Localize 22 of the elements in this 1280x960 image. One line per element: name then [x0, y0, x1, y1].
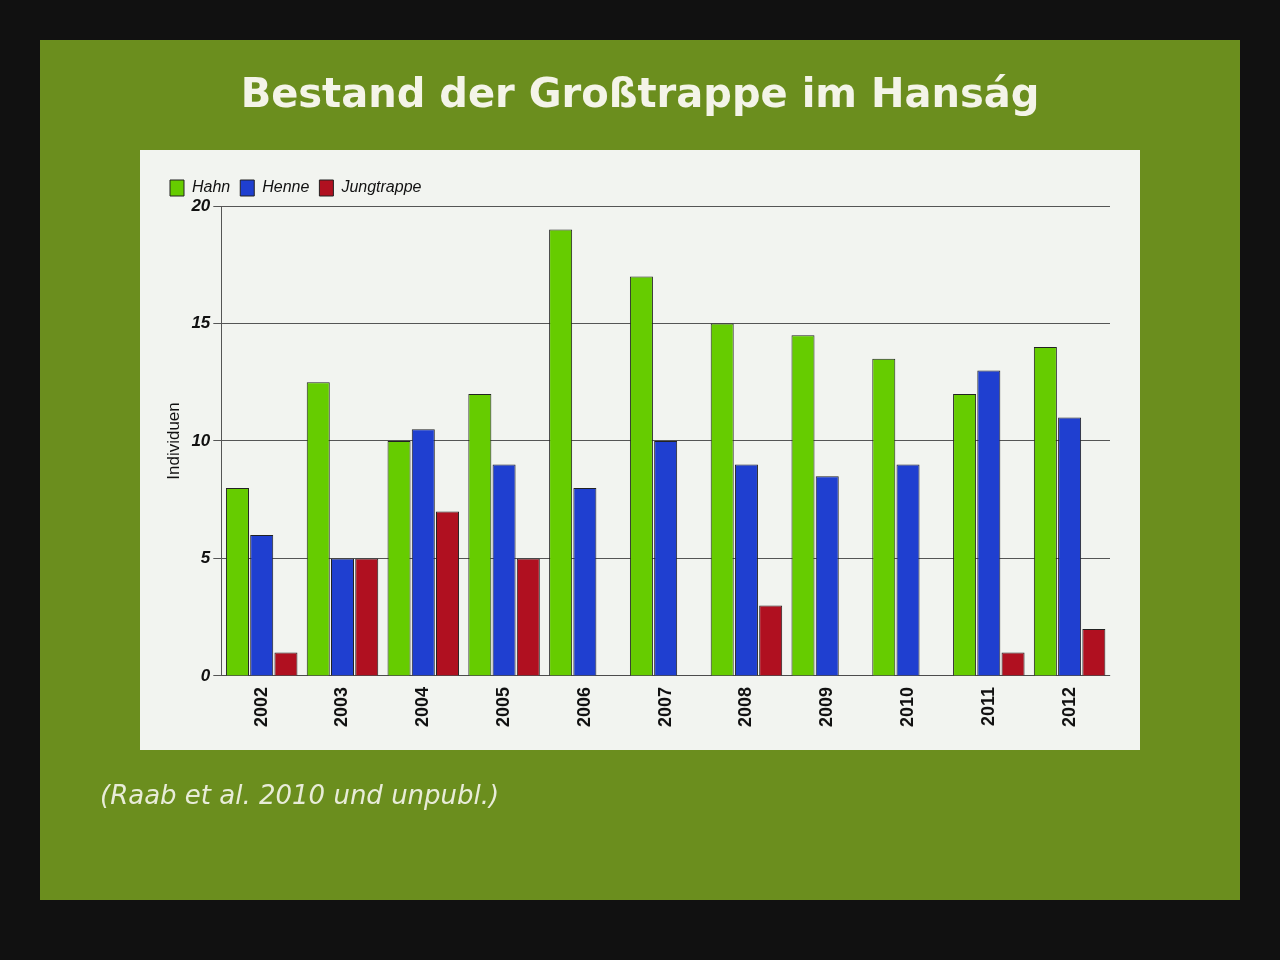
chart-title: Bestand der Großtrappe im Hanság	[239, 70, 1041, 116]
y-tick-label: 0	[200, 665, 211, 685]
y-tick-label: 15	[191, 313, 211, 333]
y-axis-title: Individuen	[163, 402, 183, 480]
legend-label: Henne	[262, 178, 310, 196]
x-tick-label: 2011	[977, 686, 998, 727]
x-tick-label: 2010	[896, 686, 917, 727]
x-tick-label: 2006	[573, 686, 594, 727]
x-tick-label: 2004	[412, 686, 433, 727]
x-tick-label: 2005	[493, 686, 514, 727]
x-tick-label: 2009	[816, 686, 837, 727]
x-tick-label: 2003	[331, 686, 352, 727]
y-tick-label: 20	[190, 195, 211, 215]
legend-label: Jungtrappe	[340, 178, 422, 196]
x-tick-label: 2007	[654, 686, 675, 727]
y-tick-label: 5	[200, 548, 211, 568]
y-tick-label: 10	[191, 430, 211, 450]
x-tick-label: 2008	[735, 686, 756, 727]
x-tick-label: 2002	[250, 686, 271, 727]
text: (Raab et al. 2010 und unpubl.)	[100, 780, 500, 810]
legend-label: Hahn	[192, 178, 231, 196]
x-tick-label: 2012	[1058, 686, 1079, 727]
